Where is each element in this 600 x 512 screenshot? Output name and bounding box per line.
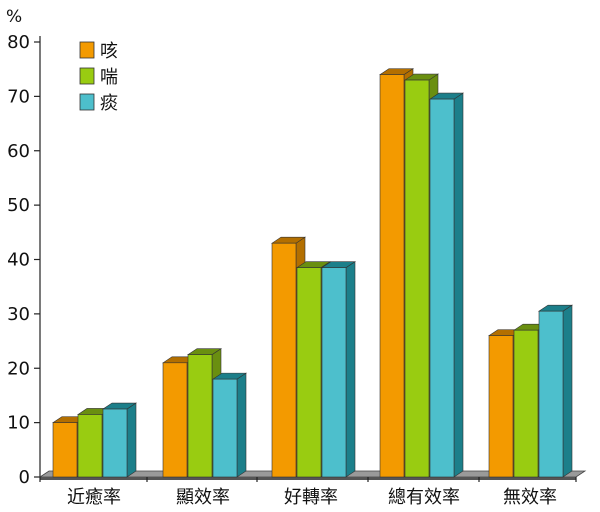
x-category-label: 顯效率 bbox=[176, 487, 230, 508]
legend-item: 喘 bbox=[79, 67, 118, 88]
legend-swatch bbox=[79, 41, 95, 59]
y-tick-label: 30 bbox=[7, 304, 30, 325]
legend-label: 喘 bbox=[100, 67, 118, 88]
bars-layer bbox=[52, 68, 573, 478]
bar-front bbox=[162, 362, 188, 478]
legend-label: 痰 bbox=[100, 93, 118, 114]
bar-front bbox=[296, 267, 322, 478]
bar bbox=[429, 92, 464, 478]
x-category-label: 無效率 bbox=[503, 487, 557, 508]
legend-item: 痰 bbox=[79, 93, 118, 114]
y-axis-unit: % bbox=[6, 7, 22, 27]
floor-front bbox=[40, 477, 576, 480]
legend: 咳喘痰 bbox=[79, 41, 118, 114]
x-category-label: 好轉率 bbox=[284, 487, 338, 508]
bar-front bbox=[429, 98, 455, 478]
y-tick-label: 20 bbox=[7, 358, 30, 379]
bar-front bbox=[488, 335, 514, 478]
y-tick-label: 10 bbox=[7, 413, 30, 434]
bar-front bbox=[187, 354, 213, 478]
y-tick-label: 0 bbox=[19, 467, 30, 488]
bar-front bbox=[321, 267, 347, 478]
bar bbox=[212, 372, 247, 478]
y-tick-label: 40 bbox=[7, 250, 30, 271]
y-tick-label: 70 bbox=[7, 86, 30, 107]
bar-side bbox=[562, 304, 573, 478]
legend-label: 咳 bbox=[100, 41, 118, 62]
bar bbox=[538, 304, 573, 478]
y-tick-label: 50 bbox=[7, 195, 30, 216]
bar-front bbox=[102, 408, 128, 478]
bar-front bbox=[379, 74, 405, 478]
legend-swatch bbox=[79, 67, 95, 85]
bar-side bbox=[126, 402, 137, 478]
bar bbox=[102, 402, 137, 478]
bar-side bbox=[236, 372, 247, 478]
bar bbox=[321, 261, 356, 478]
legend-item: 咳 bbox=[79, 41, 118, 62]
bar-front bbox=[271, 242, 297, 478]
bar-front bbox=[77, 414, 103, 478]
x-category-label: 總有效率 bbox=[388, 487, 460, 508]
bar-side bbox=[345, 261, 356, 478]
bar-front bbox=[538, 310, 564, 478]
bar-front bbox=[52, 422, 78, 478]
axis-layer: 0 10 20 30 40 50 60 70 80 近癒率 顯效率 好轉率 總有效率 無效率 bbox=[7, 32, 557, 508]
legend-swatch bbox=[79, 93, 95, 111]
bar-front bbox=[513, 329, 539, 478]
y-tick-label: 60 bbox=[7, 141, 30, 162]
bar-front bbox=[404, 79, 430, 478]
bar-front bbox=[212, 378, 238, 478]
x-category-label: 近癒率 bbox=[67, 487, 121, 508]
y-tick-label: 80 bbox=[7, 32, 30, 53]
bar-side bbox=[453, 92, 464, 478]
